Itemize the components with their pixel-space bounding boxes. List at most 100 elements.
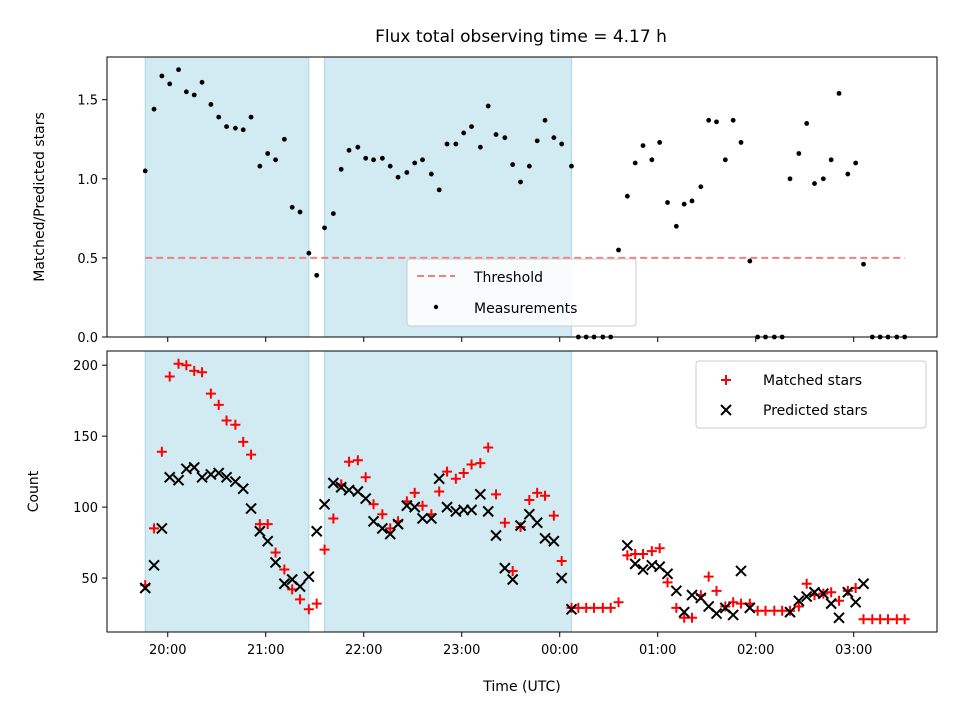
- predicted-star-point: [629, 558, 641, 570]
- measurement-point: [689, 198, 695, 204]
- predicted-stars-points: [139, 461, 870, 624]
- measurement-point: [281, 136, 287, 142]
- predicted-star-point: [303, 570, 315, 583]
- measurement-point: [387, 163, 393, 169]
- matched-star-point: [368, 499, 379, 510]
- predicted-star-point: [310, 525, 323, 537]
- measurement-point: [176, 67, 181, 73]
- matched-star-point: [173, 358, 184, 369]
- matched-star-point: [246, 449, 257, 460]
- top-y-tick-label: 0.5: [77, 252, 98, 267]
- matched-star-point: [344, 456, 355, 467]
- predicted-star-point: [294, 580, 306, 593]
- predicted-star-point: [425, 512, 438, 525]
- measurement-point: [395, 174, 401, 180]
- predicted-star-point: [793, 595, 805, 607]
- predicted-star-point: [499, 562, 511, 574]
- plus-marker-swatch: [721, 375, 731, 385]
- measurement-point: [265, 151, 271, 156]
- predicted-star-point: [262, 535, 274, 547]
- legend-measurements-swatch: [433, 304, 439, 310]
- measurement-point: [632, 160, 638, 166]
- matched-star-point: [801, 578, 812, 589]
- matched-star-point: [221, 415, 232, 426]
- measurement-point: [485, 103, 491, 109]
- predicted-star-point: [148, 559, 160, 572]
- predicted-star-point: [808, 586, 821, 598]
- matched-star-point: [785, 605, 796, 616]
- predicted-star-point: [506, 573, 519, 586]
- matched-star-point: [899, 614, 910, 625]
- measurement-point: [159, 73, 165, 79]
- matched-star-point: [613, 597, 624, 608]
- shaded-interval-0: [144, 56, 310, 338]
- matched-star-point: [548, 510, 559, 521]
- measurement-point: [657, 140, 663, 145]
- measurement-point: [714, 119, 719, 125]
- bottom-y-ticks: 50 100 150 200: [73, 359, 107, 587]
- matched-star-point: [834, 595, 845, 606]
- predicted-star-point: [196, 471, 208, 484]
- measurement-point: [665, 200, 670, 205]
- matched-star-point: [230, 419, 241, 430]
- top-y-tick-label: 1.5: [77, 94, 98, 109]
- measurement-point: [404, 170, 410, 175]
- predicted-star-point: [555, 572, 568, 584]
- measurement-point: [338, 166, 344, 172]
- measurement-point: [167, 81, 173, 87]
- matched-star-point: [858, 614, 869, 625]
- predicted-star-point: [842, 586, 854, 598]
- matched-star-point: [720, 601, 731, 612]
- predicted-star-point: [833, 612, 845, 624]
- predicted-star-point: [817, 587, 830, 600]
- measurement-point: [208, 102, 214, 107]
- top-y-tick-label: 0.0: [77, 331, 98, 346]
- matched-star-point: [654, 543, 665, 554]
- matched-star-point: [197, 367, 208, 378]
- measurement-point: [314, 272, 320, 278]
- matched-star-point: [181, 360, 192, 371]
- top-legend-box: [406, 258, 637, 327]
- bottom-y-tick-label: 50: [81, 572, 98, 587]
- predicted-star-point: [800, 590, 813, 603]
- predicted-star-point: [514, 519, 527, 532]
- legend-predicted-label: Predicted stars: [763, 403, 868, 419]
- predicted-star-point: [539, 532, 551, 545]
- matched-star-point: [703, 571, 714, 582]
- predicted-star-point: [318, 498, 331, 510]
- measurement-point: [453, 141, 459, 147]
- predicted-star-point: [637, 563, 649, 576]
- top-legend: Threshold Measurements: [406, 258, 637, 327]
- predicted-star-point: [278, 578, 291, 590]
- matched-star-point: [532, 487, 543, 498]
- measurement-point: [151, 106, 157, 112]
- matched-star-point: [213, 399, 224, 410]
- measurement-point: [616, 247, 621, 253]
- measurement-point: [224, 124, 229, 130]
- matched-star-point: [164, 371, 175, 382]
- predicted-star-point: [686, 589, 698, 601]
- matched-star-point: [352, 455, 363, 466]
- measurement-point: [526, 163, 532, 169]
- measurement-point: [551, 135, 557, 141]
- matched-star-point: [475, 458, 486, 469]
- matched-star-point: [360, 472, 371, 483]
- predicted-star-point: [548, 535, 560, 547]
- measurement-point: [640, 143, 646, 148]
- predicted-star-point: [482, 505, 494, 518]
- top-y-tick-label: 1.0: [77, 173, 98, 188]
- predicted-star-point: [670, 585, 683, 597]
- matched-star-point: [638, 548, 649, 559]
- x-tick-label: 21:00: [247, 643, 284, 658]
- predicted-star-point: [139, 582, 151, 594]
- matched-star-point: [287, 584, 298, 595]
- bottom-y-axis-label: Count: [26, 470, 42, 512]
- matched-star-point: [524, 495, 535, 506]
- matched-star-point: [507, 565, 518, 576]
- measurement-point: [183, 89, 189, 95]
- matched-star-point: [328, 513, 339, 524]
- predicted-star-point: [825, 597, 837, 610]
- matched-star-point: [589, 602, 600, 613]
- measurement-point: [828, 157, 834, 163]
